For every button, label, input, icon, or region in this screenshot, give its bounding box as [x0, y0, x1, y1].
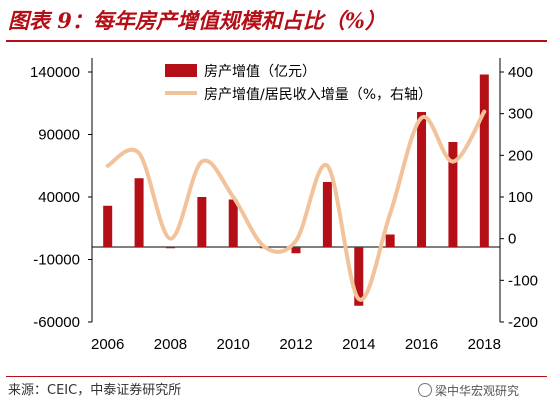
source-note: 来源：CEIC，中泰证券研究所	[8, 383, 182, 398]
line-point-2007	[138, 152, 140, 154]
line-point-2006	[107, 165, 109, 167]
left-axis-tick-label: -60000	[33, 314, 80, 331]
legend-label-bar: 房产增值（亿元）	[204, 64, 316, 80]
x-axis-tick-label: 2018	[468, 336, 501, 353]
line-point-2017	[452, 161, 454, 163]
bar-2013	[322, 182, 332, 247]
left-axis-tick-label: 90000	[38, 127, 80, 144]
ratio-line	[105, 109, 487, 302]
legend-label-line: 房产增值/居民收入增量（%，右轴）	[204, 87, 432, 103]
line-point-2012	[295, 240, 297, 242]
right-axis-tick-label: 400	[508, 64, 533, 81]
right-axis-tick-label: 0	[508, 231, 516, 248]
chart-axes: 140000 90000 40000 -10000 -60000 400 300 200 100…	[30, 58, 538, 353]
bar-2010	[228, 199, 238, 247]
right-axis-tick-label: 200	[508, 147, 533, 164]
watermark-text: 梁中华宏观研究	[435, 384, 520, 398]
wechat-icon	[418, 383, 432, 397]
bar-2014	[354, 247, 364, 306]
line-series	[105, 109, 487, 302]
bar-2009	[197, 197, 207, 247]
left-axis-tick-label: -10000	[33, 252, 80, 269]
bar-2015	[385, 234, 395, 247]
right-axis-tick-label: 300	[508, 106, 533, 123]
chart: 140000 90000 40000 -10000 -60000 400 300 200 100…	[30, 58, 538, 353]
right-axis-tick-label: 100	[508, 189, 533, 206]
x-axis-tick-label: 2008	[154, 336, 187, 353]
x-axis-tick-label: 2014	[342, 336, 375, 353]
chart-legend: 房产增值（亿元） 房产增值/居民收入增量（%，右轴）	[165, 64, 432, 103]
footer-divider	[6, 376, 547, 377]
left-axis-tick-label: 140000	[30, 64, 80, 81]
bar-2008	[165, 247, 175, 249]
left-axis-tick-label: 40000	[38, 189, 80, 206]
line-point-2009	[201, 161, 203, 163]
bar-2016	[417, 112, 427, 247]
bar-2006	[103, 205, 113, 247]
watermark: 梁中华宏观研究	[418, 380, 519, 402]
line-point-2015	[389, 213, 391, 215]
line-point-2008	[169, 238, 171, 240]
line-point-2013	[326, 165, 328, 167]
bar-2018	[479, 74, 489, 247]
line-point-2011	[264, 246, 266, 248]
line-point-2010	[232, 196, 234, 198]
chart-title: 图表 9：每年房产增值规模和占比（%）	[8, 8, 386, 33]
x-axis-tick-label: 2012	[279, 336, 312, 353]
bar-2017	[448, 142, 458, 247]
title-divider	[6, 40, 547, 42]
x-axis-tick-label: 2006	[91, 336, 124, 353]
right-axis-tick-label: -100	[508, 272, 538, 289]
x-axis-tick-label: 2010	[217, 336, 250, 353]
legend-swatch-bar	[165, 64, 197, 77]
line-point-2014	[358, 298, 360, 300]
bar-2007	[134, 178, 144, 247]
line-point-2016	[421, 117, 423, 119]
x-axis-tick-label: 2016	[405, 336, 438, 353]
bar-2012	[291, 247, 301, 254]
bar-series	[103, 74, 489, 306]
right-axis-tick-label: -200	[508, 314, 538, 331]
line-point-2018	[483, 111, 485, 113]
